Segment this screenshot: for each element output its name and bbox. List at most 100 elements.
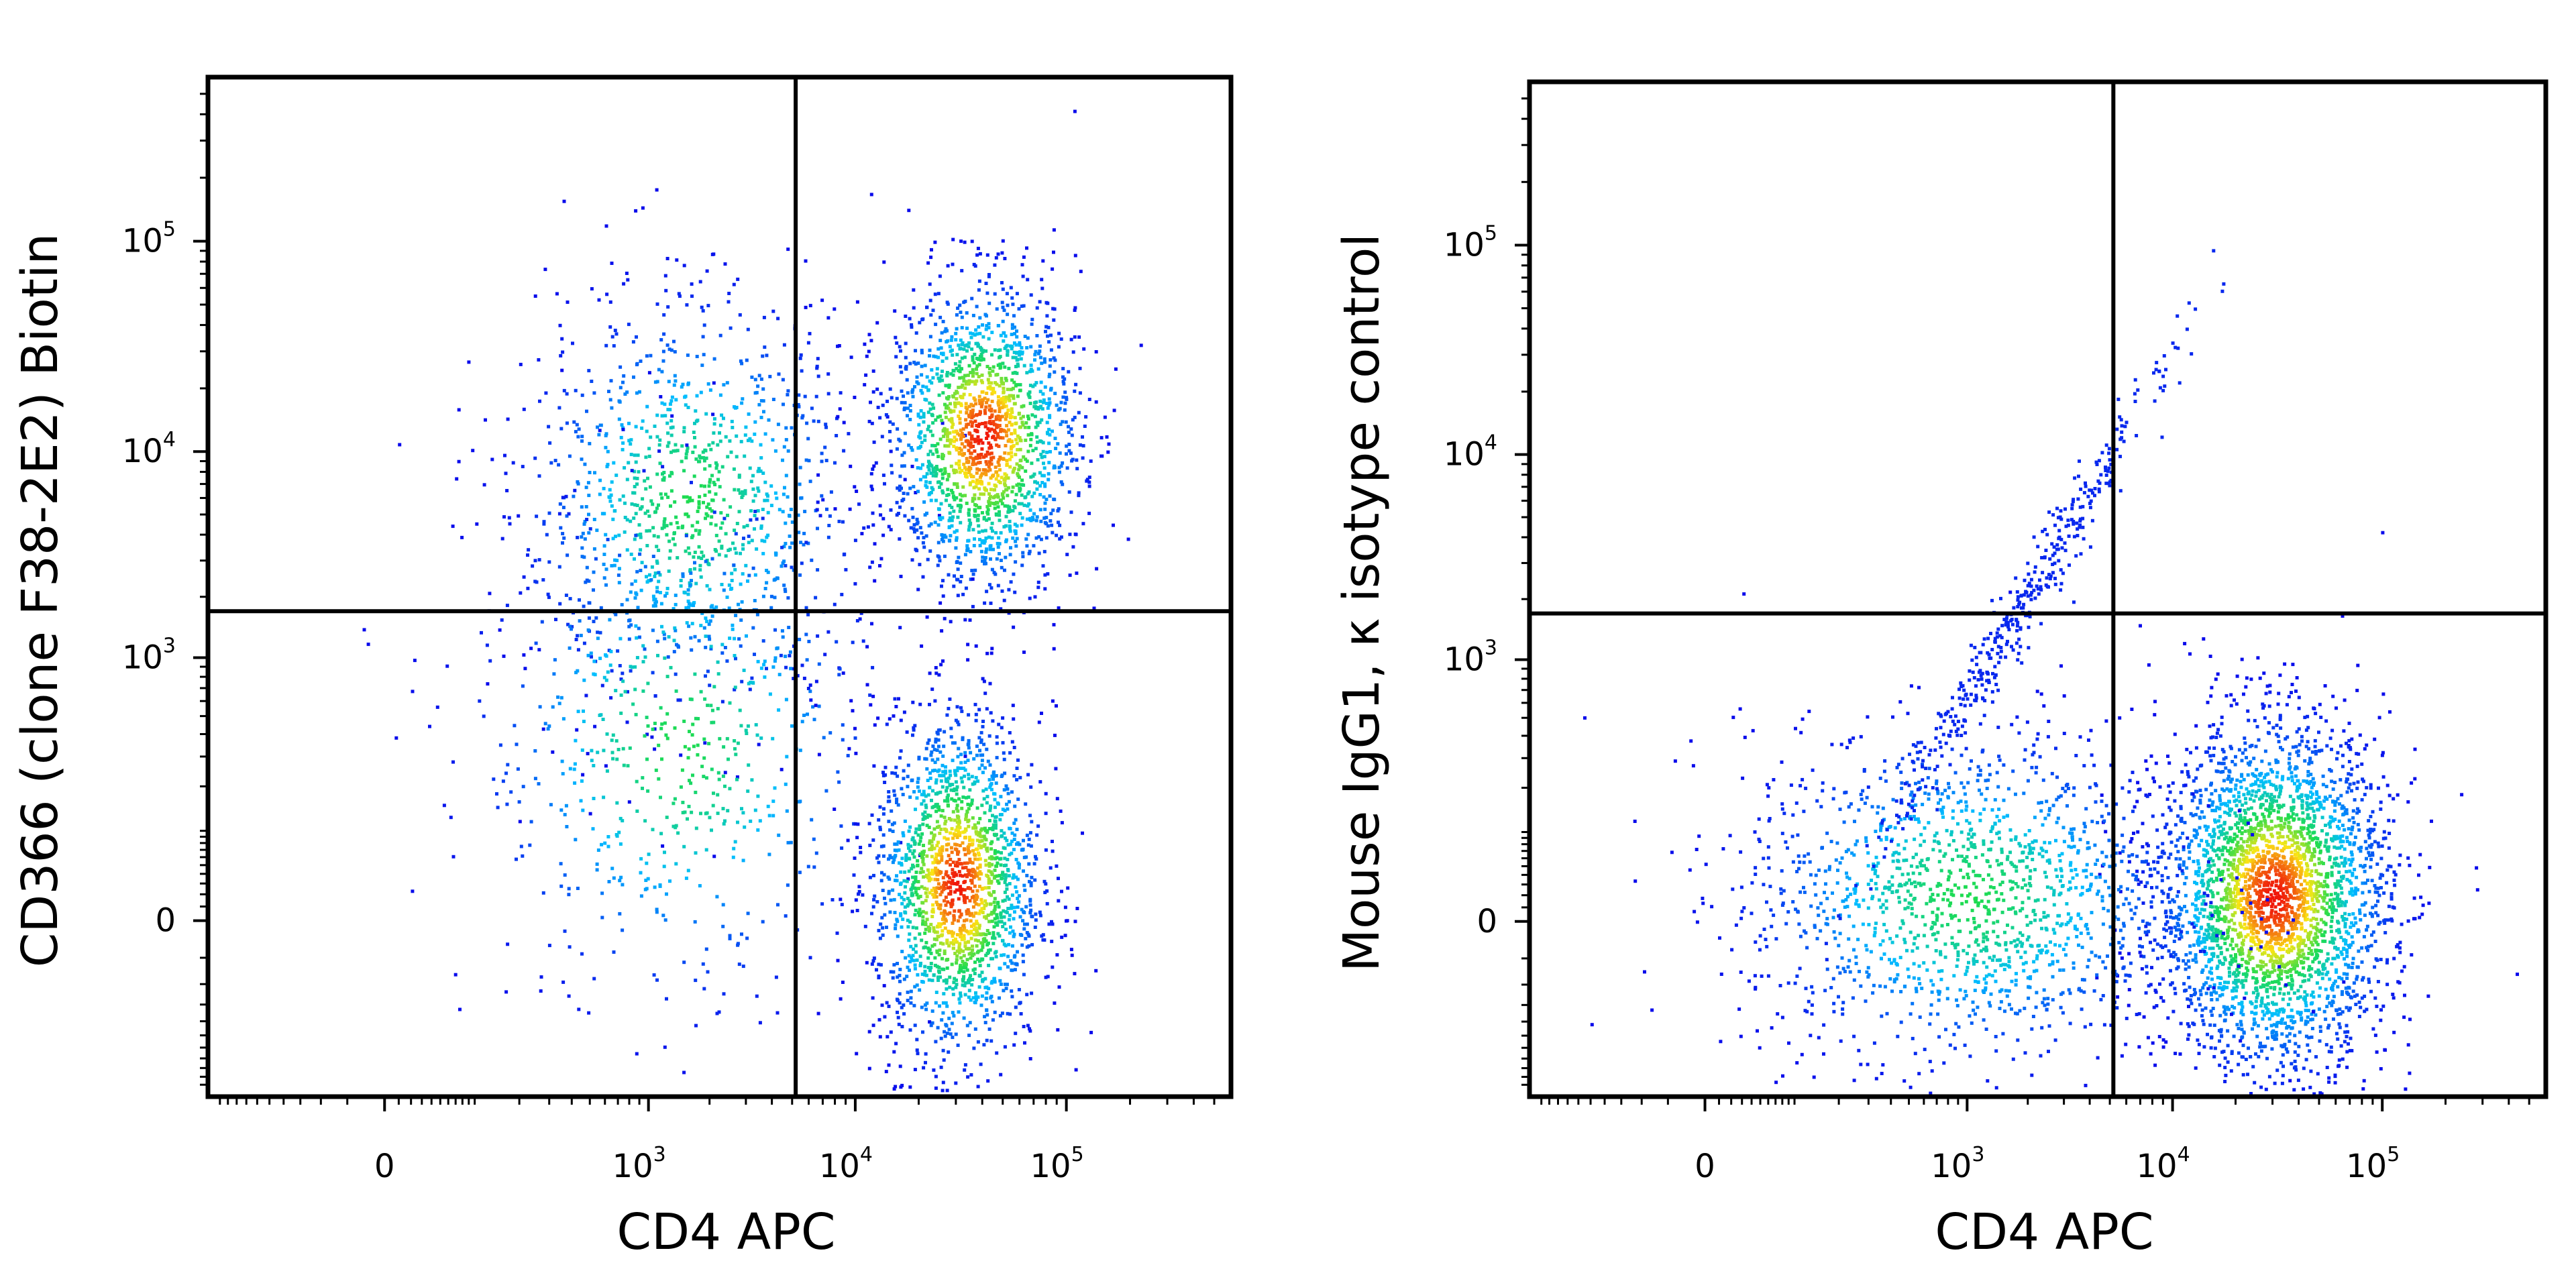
event-dot: [547, 425, 551, 429]
event-dot: [634, 591, 638, 595]
event-dot: [873, 579, 877, 583]
event-dot: [932, 846, 936, 850]
event-dot: [500, 618, 504, 622]
event-dot: [604, 583, 608, 587]
event-dot: [962, 379, 966, 383]
event-dot: [986, 759, 990, 763]
event-dot: [1001, 239, 1005, 243]
event-dot: [1016, 905, 1020, 909]
event-dot: [655, 302, 659, 306]
event-dot: [881, 516, 885, 520]
event-dot: [763, 480, 767, 484]
event-dot: [761, 594, 765, 598]
event-dot: [951, 373, 955, 377]
event-dot: [655, 545, 659, 549]
event-dot: [977, 425, 981, 429]
event-dot: [981, 455, 985, 459]
event-dot: [732, 467, 736, 471]
event-dot: [1000, 589, 1004, 593]
event-dot: [608, 499, 612, 503]
event-dot: [976, 517, 980, 521]
event-dot: [604, 653, 607, 657]
event-dot: [915, 983, 919, 987]
event-dot: [979, 352, 983, 356]
event-dot: [1013, 325, 1016, 329]
event-dot: [904, 365, 908, 369]
event-dot: [580, 555, 584, 559]
event-dot: [923, 434, 927, 438]
event-dot: [738, 313, 742, 317]
event-dot: [915, 375, 919, 379]
event-dot: [962, 785, 966, 789]
event-dot: [549, 461, 553, 465]
event-dot: [928, 379, 932, 383]
event-dot: [806, 541, 810, 545]
event-dot: [769, 594, 773, 598]
event-dot: [987, 517, 991, 521]
event-dot: [960, 367, 963, 371]
event-dot: [541, 578, 545, 582]
event-dot: [618, 879, 622, 883]
event-dot: [724, 435, 728, 439]
event-dot: [1042, 549, 1046, 553]
event-dot: [609, 493, 613, 497]
event-dot: [907, 954, 911, 958]
event-dot: [1099, 436, 1104, 440]
event-dot: [987, 827, 991, 830]
event-dot: [1045, 314, 1049, 318]
event-dot: [899, 840, 903, 844]
event-dot: [584, 505, 588, 508]
event-dot: [969, 371, 973, 374]
event-dot: [659, 602, 663, 606]
event-dot: [665, 892, 668, 896]
event-dot: [932, 973, 936, 977]
event-dot: [451, 855, 455, 859]
event-dot: [993, 869, 997, 872]
event-dot: [987, 497, 991, 500]
event-dot: [655, 380, 659, 384]
event-dot: [568, 454, 572, 458]
event-dot: [672, 339, 676, 343]
event-dot: [984, 282, 988, 285]
event-dot: [881, 933, 885, 937]
event-dot: [867, 1066, 871, 1070]
event-dot: [1053, 498, 1057, 502]
event-dot: [751, 499, 755, 503]
event-dot: [700, 611, 704, 615]
event-dot: [661, 359, 665, 363]
event-dot: [690, 294, 694, 298]
event-dot: [866, 525, 870, 529]
event-dot: [957, 823, 961, 827]
event-dot: [753, 653, 756, 657]
event-dot: [975, 745, 979, 749]
event-dot: [651, 628, 655, 632]
event-dot: [763, 675, 767, 679]
event-dot: [1034, 912, 1038, 916]
event-dot: [954, 429, 958, 433]
event-dot: [663, 492, 667, 496]
event-dot: [1028, 596, 1032, 600]
event-dot: [948, 876, 952, 880]
event-dot: [645, 404, 649, 408]
event-dot: [611, 537, 615, 541]
event-dot: [727, 583, 731, 587]
event-dot: [931, 769, 934, 773]
event-dot: [684, 876, 688, 880]
event-dot: [641, 689, 645, 693]
event-dot: [600, 842, 604, 846]
event-dot: [610, 564, 614, 567]
event-dot: [1026, 504, 1030, 508]
event-dot: [1078, 443, 1082, 447]
event-dot: [996, 364, 1000, 367]
event-dot: [1016, 448, 1020, 451]
event-dot: [940, 533, 944, 537]
event-dot: [641, 660, 645, 664]
event-dot: [969, 335, 973, 339]
event-dot: [920, 348, 924, 352]
event-dot: [1026, 492, 1030, 496]
event-dot: [588, 471, 592, 474]
event-dot: [1059, 535, 1063, 539]
event-dot: [1026, 417, 1030, 421]
event-dot: [932, 354, 936, 358]
event-dot: [977, 524, 981, 528]
